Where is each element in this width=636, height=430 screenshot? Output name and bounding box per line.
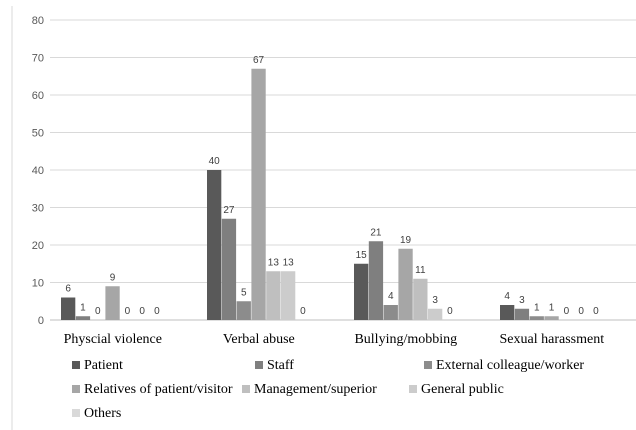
data-label: 3: [519, 295, 525, 306]
y-tick-labels: 0 10 20 30 40 50 60 70 80: [32, 15, 44, 327]
legend-label: Relatives of patient/visitor: [84, 382, 233, 397]
data-label: 40: [209, 156, 221, 167]
category-labels: Physcial violence Verbal abuse Bullying/mo…: [64, 332, 605, 347]
legend-swatch: [72, 409, 80, 417]
legend-label: Staff: [267, 358, 294, 373]
y-tick-label: 60: [32, 90, 44, 102]
legend-label: Others: [84, 406, 121, 421]
legend-swatch: [72, 361, 80, 369]
data-label: 0: [578, 306, 584, 317]
data-label: 19: [400, 235, 412, 246]
legend-label: Management/superior: [254, 382, 377, 397]
y-tick-label: 50: [32, 128, 44, 140]
y-tick-label: 0: [38, 315, 44, 327]
gridlines: [50, 19, 636, 283]
data-label: 4: [504, 291, 510, 302]
legend-swatch: [242, 385, 250, 393]
y-tick-label: 20: [32, 240, 44, 252]
bar: [383, 305, 398, 320]
bar: [236, 301, 251, 320]
bars: [61, 68, 559, 320]
legend-swatch: [255, 361, 263, 369]
bar: [207, 170, 222, 320]
bar: [368, 241, 384, 320]
category-label: Physcial violence: [64, 332, 162, 347]
bar: [61, 297, 76, 320]
data-label: 0: [139, 306, 145, 317]
legend: Patient Staff External colleague/worker Rel…: [72, 358, 584, 421]
data-label: 67: [253, 55, 265, 66]
bar: [413, 278, 428, 320]
data-label: 0: [593, 306, 599, 317]
data-label: 1: [549, 302, 555, 313]
y-tick-label: 80: [32, 15, 44, 27]
data-label: 0: [125, 306, 131, 317]
data-label: 13: [268, 257, 280, 268]
data-label: 4: [388, 291, 394, 302]
legend-swatch: [424, 361, 432, 369]
legend-swatch: [72, 385, 80, 393]
bar: [251, 68, 266, 320]
bar: [221, 218, 237, 320]
bar: [266, 271, 281, 320]
bar: [514, 308, 530, 320]
bar: [398, 248, 413, 320]
data-label: 5: [241, 287, 247, 298]
data-label: 3: [432, 295, 438, 306]
legend-swatch: [409, 385, 417, 393]
bar: [428, 308, 443, 320]
data-label: 0: [154, 306, 160, 317]
data-label: 13: [283, 257, 295, 268]
data-label: 0: [95, 306, 101, 317]
category-label: Verbal abuse: [223, 332, 295, 347]
data-label: 6: [65, 284, 71, 295]
category-label: Bullying/mobbing: [354, 332, 457, 347]
legend-label: General public: [421, 382, 504, 397]
data-label: 27: [223, 205, 235, 216]
data-label: 11: [415, 265, 426, 276]
legend-label: Patient: [84, 358, 123, 373]
y-tick-label: 30: [32, 203, 44, 215]
data-label: 1: [80, 302, 86, 313]
category-label: Sexual harassment: [500, 332, 605, 347]
data-label: 9: [110, 272, 116, 283]
data-label: 0: [300, 306, 306, 317]
bar: [500, 305, 515, 320]
y-tick-label: 10: [32, 278, 44, 290]
y-tick-label: 40: [32, 165, 44, 177]
bar: [529, 316, 544, 320]
bar: [354, 263, 369, 320]
data-label: 1: [534, 302, 540, 313]
y-tick-label: 70: [32, 53, 44, 65]
bar: [105, 286, 120, 320]
data-label: 21: [370, 227, 382, 238]
bar: [544, 316, 559, 320]
legend-label: External colleague/worker: [436, 358, 584, 373]
data-label: 0: [447, 306, 453, 317]
bar: [75, 316, 91, 320]
data-label: 15: [356, 250, 368, 261]
bar: [281, 271, 296, 320]
data-label: 0: [564, 306, 570, 317]
